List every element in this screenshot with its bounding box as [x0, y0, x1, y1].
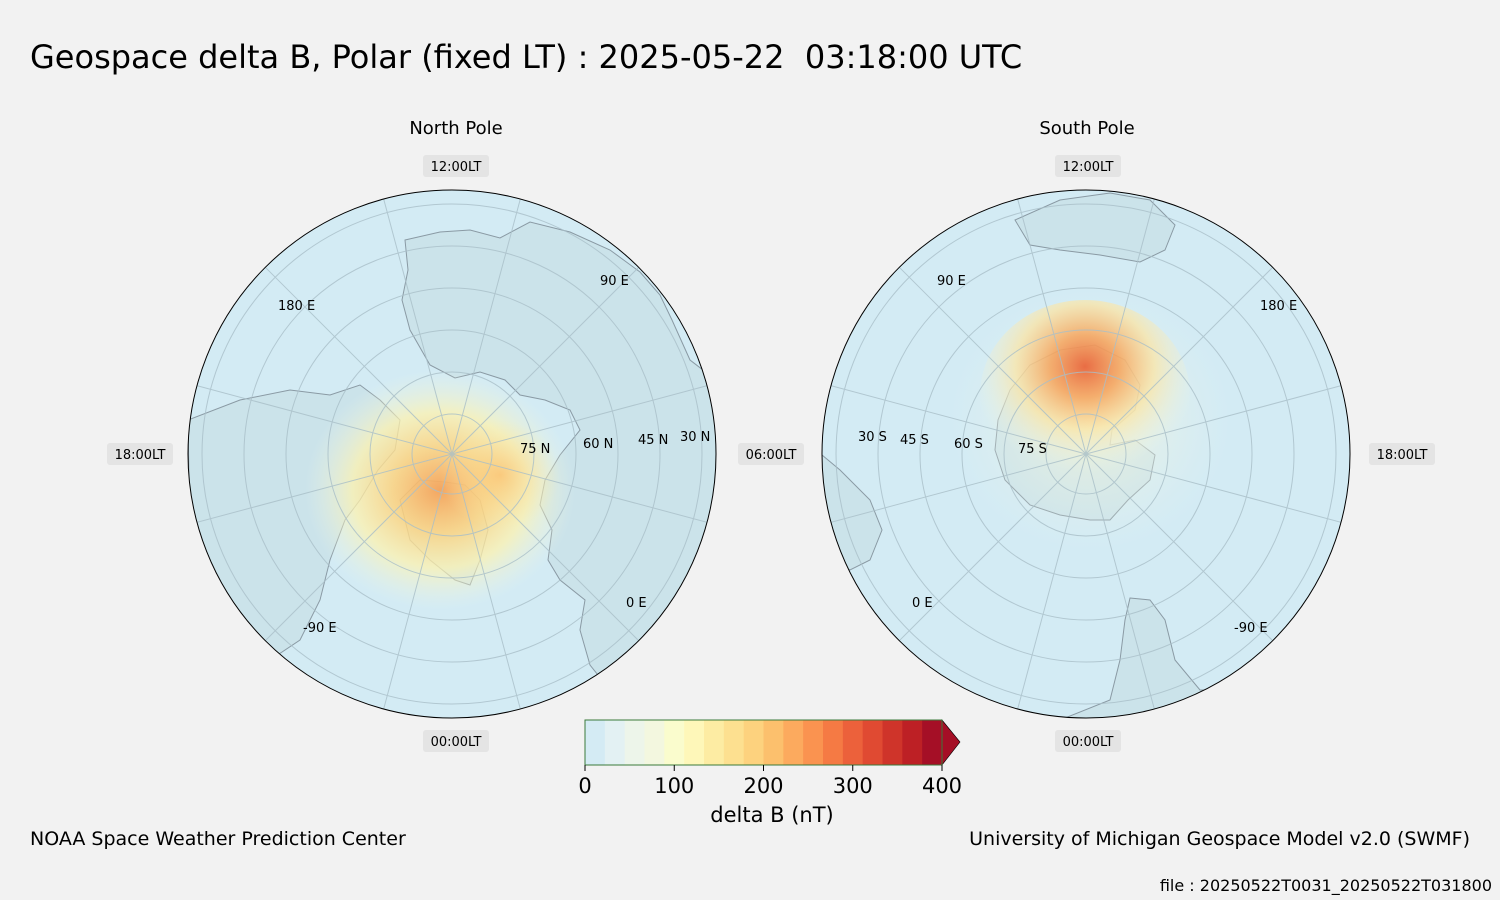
south-map-title: South Pole [1039, 118, 1134, 139]
colorbar-block [882, 720, 903, 765]
colorbar-tick-label: 100 [654, 774, 694, 798]
north-lat-label: 45 N [638, 433, 668, 448]
north-lt-bottom: 00:00LT [431, 735, 482, 750]
north-lon-label: 0 E [626, 596, 647, 611]
north-lon-label: 180 E [278, 299, 315, 314]
north-pole-map: North Pole 12:00LT 00:00LT 18:00LT 06:00… [107, 118, 804, 752]
south-lon-label: 0 E [912, 596, 933, 611]
colorbar-block [743, 720, 764, 765]
south-pole-map: South Pole 12:00LT 00:00LT 18:00LT 90 E … [821, 118, 1435, 752]
north-graticule [191, 193, 713, 715]
page-title: Geospace delta B, Polar (fixed LT) : 202… [30, 38, 1023, 76]
colorbar-blocks [585, 720, 943, 765]
north-lt-right: 06:00LT [746, 448, 797, 463]
south-lat-label: 75 S [1018, 442, 1047, 457]
south-lon-label: 180 E [1260, 299, 1297, 314]
colorbar-block [783, 720, 804, 765]
colorbar-tick-label: 0 [578, 774, 591, 798]
colorbar-tick-label: 200 [743, 774, 783, 798]
colorbar-block [644, 720, 665, 765]
south-lat-label: 45 S [900, 433, 929, 448]
south-land-africa [1014, 192, 1176, 263]
colorbar-block [585, 720, 606, 765]
north-lon-label: -90 E [303, 621, 337, 636]
north-deltab-hotspot [440, 420, 560, 530]
south-lon-label: 90 E [937, 274, 966, 289]
colorbar-label: delta B (nT) [710, 803, 833, 827]
north-lat-label: 30 N [680, 430, 710, 445]
colorbar-block [902, 720, 923, 765]
colorbar-block [604, 720, 626, 765]
colorbar-block [823, 720, 844, 765]
south-lt-top: 12:00LT [1063, 160, 1114, 175]
colorbar-block [922, 720, 943, 765]
credit-umich: University of Michigan Geospace Model v2… [969, 828, 1470, 850]
colorbar: 0 100 200 300 400 delta B (nT) [578, 719, 962, 827]
colorbar-extend-arrow [941, 719, 961, 766]
colorbar-block [723, 720, 745, 765]
colorbar-block [704, 720, 725, 765]
south-boundary [821, 189, 1351, 719]
south-lat-label: 60 S [954, 437, 983, 452]
south-lon-label: -90 E [1234, 621, 1268, 636]
credit-noaa: NOAA Space Weather Prediction Center [30, 828, 406, 850]
north-lt-top: 12:00LT [431, 160, 482, 175]
south-graticule [825, 193, 1347, 715]
colorbar-tick-label: 300 [833, 774, 873, 798]
north-lat-label: 60 N [583, 437, 613, 452]
colorbar-block [763, 720, 784, 765]
north-lon-label: 90 E [600, 274, 629, 289]
colorbar-block [862, 720, 883, 765]
colorbar-block [624, 720, 645, 765]
north-land-eurasia [401, 221, 716, 691]
south-deltab-field [980, 300, 1190, 490]
file-name: file : 20250522T0031_20250522T031800 [1159, 876, 1492, 895]
north-lt-left: 18:00LT [115, 448, 166, 463]
colorbar-tick-label: 400 [922, 774, 962, 798]
colorbar-block [842, 720, 864, 765]
north-lat-label: 75 N [520, 442, 550, 457]
colorbar-block [684, 720, 705, 765]
north-boundary [187, 189, 717, 719]
south-lt-right: 18:00LT [1377, 448, 1428, 463]
colorbar-block [664, 720, 685, 765]
south-lt-bottom: 00:00LT [1063, 735, 1114, 750]
colorbar-block [803, 720, 824, 765]
north-map-title: North Pole [409, 118, 502, 139]
south-lat-label: 30 S [858, 430, 887, 445]
